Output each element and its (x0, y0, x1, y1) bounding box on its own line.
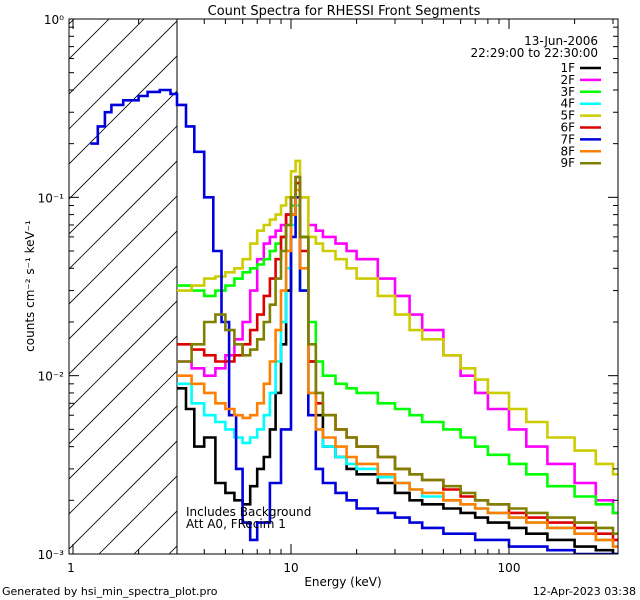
y-tick-label: 10⁻¹ (38, 191, 65, 205)
legend-label-4F: 4F (560, 97, 575, 111)
x-axis-label: Energy (keV) (304, 575, 381, 589)
chart-title: Count Spectra for RHESSI Front Segments (208, 4, 481, 19)
legend-label-2F: 2F (560, 73, 575, 87)
legend-label-7F: 7F (560, 132, 575, 146)
legend-label-8F: 8F (560, 144, 575, 158)
x-tick-label: 10 (283, 561, 298, 575)
series-line-7F (90, 88, 618, 554)
x-tick-label: 100 (498, 561, 521, 575)
hatch-line (69, 265, 178, 375)
series-group (90, 88, 618, 554)
hatch-line (69, 19, 145, 95)
legend-date: 13-Jun-2006 (524, 34, 598, 48)
x-tick-label-1: 1 (67, 561, 75, 575)
hatch-line (69, 195, 178, 305)
legend-time-range: 22:29:00 to 22:30:00 (471, 46, 598, 60)
hatch-line (69, 335, 178, 445)
hatch-line (69, 440, 178, 550)
background-hatch-region (0, 0, 178, 554)
series-line-3F (177, 181, 618, 515)
series-line-9F (177, 175, 618, 535)
hatch-line (69, 20, 178, 130)
plot-frame (68, 18, 619, 555)
legend-label-3F: 3F (560, 85, 575, 99)
legend-label-6F: 6F (560, 121, 575, 135)
hatch-line (69, 300, 178, 410)
hatch-line (69, 230, 178, 340)
hatch-line (98, 475, 178, 554)
y-tick-labels: 10⁰ 10⁻¹ 10⁻² 10⁻³ (38, 13, 65, 562)
hatch-line (69, 160, 178, 270)
legend-label-5F: 5F (560, 109, 575, 123)
hatch-line (69, 125, 178, 235)
annotation-line: Includes Background (186, 505, 311, 519)
hatch-line (69, 19, 110, 60)
hatch-line (69, 370, 178, 480)
series-line-5F (177, 159, 618, 476)
legend-label-9F: 9F (560, 156, 575, 170)
legend-label-1F: 1F (560, 61, 575, 75)
footer-generated-by: Generated by hsi_min_spectra_plot.pro (2, 585, 218, 598)
y-tick-label: 10⁰ (44, 13, 64, 27)
series-line-8F (177, 188, 618, 548)
y-tick-label: 10⁻³ (38, 548, 65, 562)
hatch-line (69, 55, 178, 165)
x-tick-labels: 10 100 (283, 561, 520, 575)
footer-timestamp: 12-Apr-2023 03:38 (533, 585, 636, 598)
axis-ticks (69, 19, 618, 555)
y-tick-label: 10⁻² (38, 370, 65, 384)
hatch-line (69, 405, 178, 515)
annotation-line: Att A0, FRecim 1 (186, 517, 286, 531)
hatch-line (69, 90, 178, 200)
y-axis-label: counts cm⁻² s⁻¹ keV⁻¹ (23, 220, 37, 352)
series-line-2F (177, 175, 618, 515)
hatch-line (0, 0, 104, 554)
